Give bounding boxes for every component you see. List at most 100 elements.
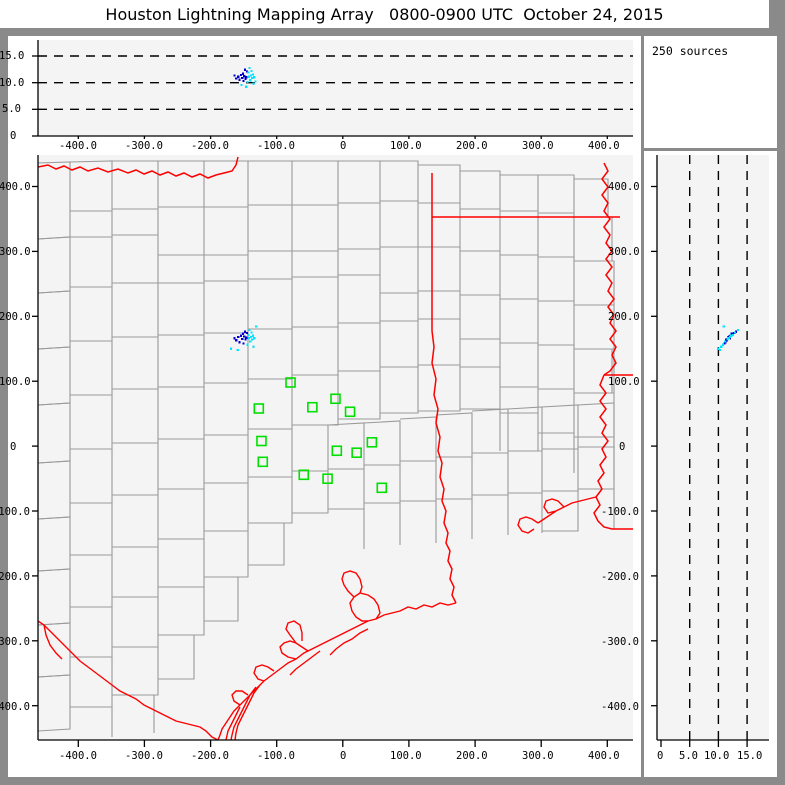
y-tick-label: 100.0 (608, 376, 640, 388)
lightning-source-point (243, 342, 245, 344)
y-tick-label: -400.0 (601, 701, 639, 713)
x-tick-label: 15.0 (737, 750, 762, 762)
lightning-source-point (250, 336, 252, 338)
y-tick-label: 300.0 (0, 246, 31, 258)
lightning-source-point (248, 329, 250, 331)
y-tick-label: 200.0 (608, 311, 640, 323)
y-tick-label: -200.0 (601, 571, 639, 583)
y-tick-label: -100.0 (601, 506, 639, 518)
y-tick-label: -300.0 (601, 636, 639, 648)
lightning-source-point (248, 67, 250, 69)
lightning-source-point (248, 337, 250, 339)
lightning-source-point (730, 335, 732, 337)
lightning-source-point (251, 77, 253, 79)
lightning-source-point (246, 344, 248, 346)
y-tick-label: -200.0 (0, 571, 30, 583)
altitude-vs-east-west-panel: 0 5.0 10.0 15.0 (8, 36, 641, 148)
lightning-source-point (720, 346, 722, 348)
lightning-source-point (252, 83, 254, 85)
lightning-source-point (240, 335, 242, 337)
lightning-source-point (250, 331, 252, 333)
x-axis-ticks (78, 740, 607, 747)
y-tick-label: -400.0 (0, 701, 30, 713)
plan-view-map-plot (8, 151, 641, 777)
x-tick-label: -400.0 (59, 750, 97, 762)
lightning-source-point (253, 76, 255, 78)
lightning-source-point (237, 76, 239, 78)
y-axis-ticks (32, 187, 38, 706)
lightning-source-point (252, 346, 254, 348)
lightning-source-point (241, 338, 243, 340)
plot-background (38, 40, 633, 136)
source-count-panel: 250 sources (644, 36, 777, 148)
x-tick-label: 400.0 (588, 750, 620, 762)
y-tick-label: 300.0 (608, 246, 640, 258)
x-tick-label: 5.0 (679, 750, 698, 762)
x-tick-label: 100.0 (390, 750, 422, 762)
lightning-source-point (245, 337, 247, 339)
lightning-source-point (243, 80, 245, 82)
lightning-source-point (244, 331, 246, 333)
lightning-source-point (246, 81, 248, 83)
lightning-source-point (239, 79, 241, 81)
y-tick-label: 100.0 (0, 376, 31, 388)
lightning-source-point (233, 74, 235, 76)
lightning-source-point (250, 70, 252, 72)
lightning-source-point (237, 336, 239, 338)
altitude-vs-east-west-plot (8, 36, 641, 148)
y-tick-label: 5.0 (2, 103, 21, 115)
plan-view-map-panel: 400.0 300.0 200.0 100.0 0 -100.0 -200.0 … (8, 151, 641, 777)
lightning-source-point (245, 86, 247, 88)
lightning-source-point (235, 339, 237, 341)
lightning-source-point (237, 349, 239, 351)
lightning-source-point (244, 69, 246, 71)
lightning-source-point (724, 340, 726, 342)
lightning-source-point (233, 337, 235, 339)
lightning-source-point (719, 349, 721, 351)
lightning-source-point (255, 326, 257, 328)
lightning-source-point (249, 79, 251, 81)
lightning-source-point (242, 333, 244, 335)
lightning-source-point (243, 335, 245, 337)
lightning-source-point (251, 339, 253, 341)
lightning-source-point (734, 331, 736, 333)
page-title: Houston Lightning Mapping Array 0800-090… (105, 5, 663, 24)
lightning-source-point (240, 74, 242, 76)
lightning-source-point (239, 341, 241, 343)
altitude-vs-north-south-panel: 0 5.0 10.0 15.0 400.0 300.0 200.0 100.0 … (644, 151, 777, 777)
y-tick-label: -100.0 (0, 506, 30, 518)
x-tick-label: 200.0 (456, 750, 488, 762)
lightning-source-point (246, 332, 248, 334)
map-background (38, 155, 633, 740)
plot-background (657, 155, 769, 740)
y-tick-label: -300.0 (0, 636, 30, 648)
x-axis-ticks (661, 740, 747, 747)
x-tick-label: -100.0 (257, 750, 295, 762)
lightning-source-point (243, 75, 245, 77)
y-tick-label: 0 (10, 441, 16, 453)
y-tick-label: 400.0 (0, 181, 31, 193)
lightning-source-point (252, 335, 254, 337)
x-tick-label: 0 (657, 750, 663, 762)
figure-root: Houston Lightning Mapping Array 0800-090… (0, 0, 785, 785)
lightning-source-point (722, 344, 724, 346)
lightning-source-point (249, 340, 251, 342)
y-tick-label: 0 (619, 441, 625, 453)
lightning-source-point (727, 337, 729, 339)
lightning-source-point (250, 74, 252, 76)
lightning-source-point (737, 329, 739, 331)
x-tick-label: -300.0 (125, 750, 163, 762)
source-count-label: 250 sources (652, 44, 728, 58)
x-tick-label: 300.0 (522, 750, 554, 762)
lightning-source-point (244, 339, 246, 341)
y-tick-label: 10.0 (0, 77, 24, 89)
x-tick-label: 10.0 (704, 750, 729, 762)
lightning-source-point (235, 77, 237, 79)
lightning-source-point (245, 76, 247, 78)
y-tick-label: 15.0 (0, 50, 24, 62)
lightning-source-point (248, 76, 250, 78)
lightning-source-point (241, 77, 243, 79)
y-axis-ticks (32, 56, 38, 136)
figure-title-bar: Houston Lightning Mapping Array 0800-090… (0, 0, 769, 28)
lightning-source-point (242, 73, 244, 75)
